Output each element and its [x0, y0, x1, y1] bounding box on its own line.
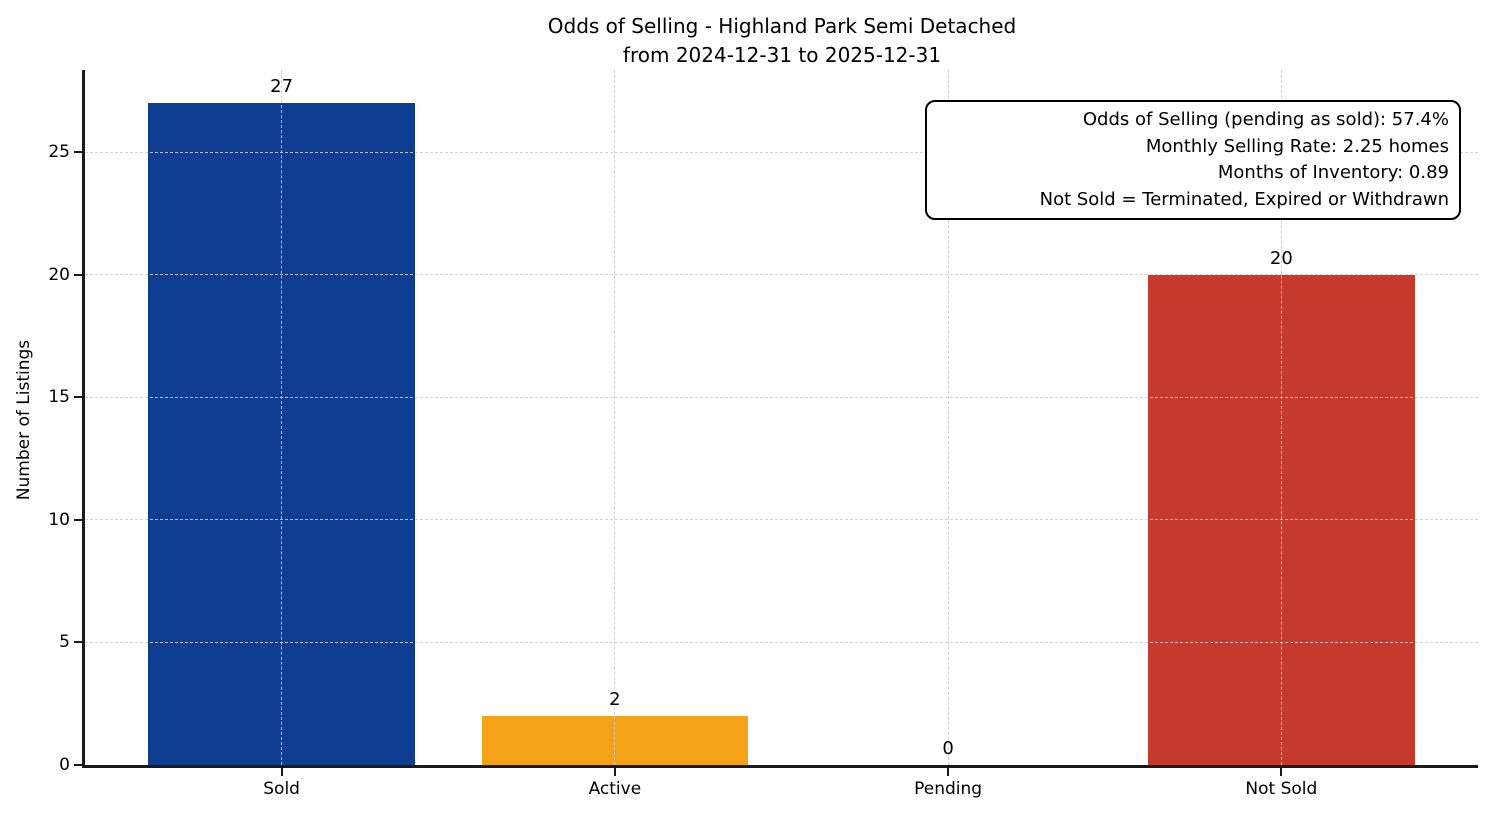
x-tick-label: Sold — [263, 779, 300, 799]
y-tick-mark — [74, 518, 82, 521]
horizontal-gridline — [85, 151, 1478, 153]
y-tick-mark — [74, 641, 82, 644]
chart-title: Odds of Selling - Highland Park Semi Det… — [547, 14, 1017, 38]
chart-title-block: Odds of Selling - Highland Park Semi Det… — [548, 12, 1016, 70]
x-tick-mark — [947, 768, 950, 776]
annotation-line-odds: Odds of Selling (pending as sold): 57.4% — [1082, 109, 1449, 130]
bar-value-label: 0 — [942, 738, 954, 759]
annotation-line-inventory: Months of Inventory: 0.89 — [1217, 162, 1449, 183]
y-tick-label: 25 — [48, 142, 70, 163]
x-tick-mark — [613, 768, 616, 776]
chart-subtitle: from 2024-12-31 to 2025-12-31 — [622, 43, 942, 67]
vertical-gridline — [1280, 70, 1282, 765]
bar-value-label: 20 — [1269, 247, 1293, 269]
horizontal-gridline — [85, 519, 1478, 521]
y-tick-label: 0 — [59, 755, 70, 775]
x-tick-mark — [1280, 768, 1283, 776]
annotation-box: Odds of Selling (pending as sold): 57.4%… — [925, 100, 1461, 220]
y-axis-label: Number of Listings — [14, 339, 34, 501]
plot-area: 27 2 0 20 — [82, 70, 1478, 768]
bar-value-label: 27 — [270, 76, 294, 98]
vertical-gridline — [614, 70, 616, 765]
x-tick-mark — [280, 768, 283, 776]
y-tick-label: 10 — [48, 509, 70, 530]
bar-value-label: 2 — [609, 688, 621, 710]
y-tick-label: 20 — [48, 264, 70, 285]
annotation-line-monthly-rate: Monthly Selling Rate: 2.25 homes — [1145, 135, 1449, 157]
x-tick-label: Not Sold — [1245, 779, 1318, 799]
annotation-line-not-sold-note: Not Sold = Terminated, Expired or Withdr… — [1039, 188, 1449, 210]
horizontal-gridline — [85, 641, 1478, 643]
x-tick-label: Active — [588, 779, 642, 799]
horizontal-gridline — [85, 274, 1478, 276]
horizontal-gridline — [85, 396, 1478, 398]
vertical-gridline — [281, 70, 283, 765]
y-tick-mark — [74, 151, 82, 154]
y-tick-label: 5 — [59, 632, 70, 653]
x-tick-label: Pending — [914, 779, 983, 799]
y-tick-mark — [74, 396, 82, 399]
y-tick-mark — [74, 273, 82, 276]
vertical-gridline — [947, 70, 949, 765]
y-tick-label: 15 — [48, 387, 70, 408]
y-tick-mark — [74, 764, 82, 766]
